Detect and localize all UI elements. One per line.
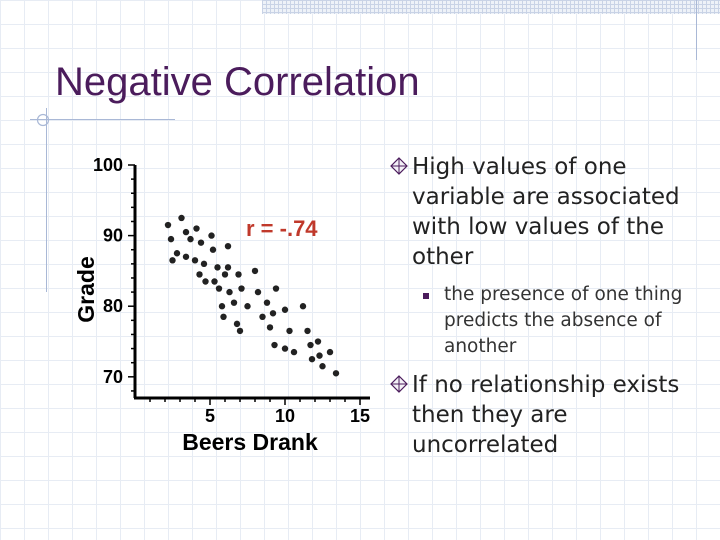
- data-point: [281, 306, 289, 313]
- chart-labels: 100 90 80 70 5 10 15 Beers Drank Grade r = -.74: [73, 155, 370, 455]
- data-point: [230, 299, 238, 306]
- bullet-1: High values of one variable are associat…: [390, 152, 710, 272]
- data-point: [316, 352, 323, 359]
- bullet-2-text: If no relationship exists then they are …: [412, 372, 680, 458]
- data-point: [221, 271, 229, 278]
- data-point: [251, 267, 259, 275]
- sub-bullet-1-text: the presence of one thing predicts the a…: [444, 284, 683, 357]
- sub-bullet-1: the presence of one thing predicts the a…: [390, 282, 710, 360]
- y-tick-label: 90: [103, 226, 123, 246]
- data-point: [187, 235, 194, 243]
- slide-title: Negative Correlation: [55, 60, 420, 104]
- data-point: [196, 271, 203, 278]
- x-axis-title: Beers Drank: [182, 429, 318, 455]
- data-point: [233, 320, 241, 328]
- chart-axes: [128, 164, 370, 405]
- data-point: [286, 327, 293, 335]
- data-point: [308, 355, 316, 363]
- target-circle-icon: [36, 113, 50, 127]
- square-bullet-icon: [423, 293, 429, 299]
- y-tick-label: 80: [103, 296, 123, 316]
- data-point: [191, 257, 199, 264]
- y-tick-label: 70: [103, 367, 123, 387]
- data-point: [182, 228, 190, 236]
- data-point: [200, 260, 208, 268]
- x-tick-label: 15: [350, 406, 370, 426]
- data-point: [269, 310, 277, 317]
- data-point: [215, 285, 223, 292]
- data-point: [214, 264, 221, 271]
- data-point: [281, 345, 289, 352]
- data-point: [259, 313, 266, 321]
- data-point: [236, 327, 244, 335]
- data-point: [299, 303, 307, 310]
- diamond-bullet-icon: [390, 375, 408, 393]
- data-point: [332, 370, 340, 377]
- x-tick-label: 5: [205, 406, 215, 426]
- data-point: [319, 363, 326, 370]
- data-point: [193, 225, 200, 232]
- decorative-band: [262, 0, 720, 14]
- data-point: [307, 341, 314, 349]
- data-point: [326, 348, 334, 356]
- data-point: [211, 278, 218, 285]
- data-point: [208, 232, 215, 239]
- data-point: [169, 257, 176, 264]
- data-point: [164, 221, 172, 229]
- data-point: [220, 313, 227, 321]
- decorative-line: [696, 0, 697, 60]
- data-point: [224, 242, 232, 250]
- data-point: [226, 288, 233, 296]
- bullet-list: High values of one variable are associat…: [390, 152, 710, 470]
- data-point: [314, 338, 322, 345]
- data-point: [178, 214, 185, 222]
- data-point: [209, 246, 217, 253]
- diamond-bullet-icon: [390, 157, 408, 175]
- data-point: [182, 253, 190, 260]
- decorative-line: [46, 108, 47, 292]
- data-point: [173, 250, 181, 257]
- data-point: [238, 285, 245, 292]
- data-point: [272, 285, 280, 292]
- data-point: [254, 288, 262, 296]
- decorative-line: [30, 119, 175, 120]
- data-point: [263, 299, 271, 306]
- data-point: [167, 235, 175, 243]
- bullet-2: If no relationship exists then they are …: [390, 370, 710, 460]
- chart-points: [164, 214, 340, 377]
- data-point: [290, 348, 298, 356]
- scatter-chart: 100 90 80 70 5 10 15 Beers Drank Grade r = -.74: [73, 155, 370, 455]
- y-axis-title: Grade: [73, 256, 99, 322]
- data-point: [202, 278, 209, 285]
- x-tick-label: 10: [275, 406, 295, 426]
- y-tick-label: 100: [93, 155, 123, 175]
- data-point: [224, 264, 232, 271]
- data-point: [266, 324, 274, 331]
- data-point: [244, 303, 251, 310]
- correlation-annotation: r = -.74: [246, 216, 318, 241]
- data-point: [235, 271, 242, 278]
- data-point: [304, 327, 311, 335]
- bullet-1-text: High values of one variable are associat…: [412, 154, 680, 270]
- data-point: [218, 303, 226, 310]
- data-point: [271, 341, 278, 349]
- data-point: [197, 239, 205, 246]
